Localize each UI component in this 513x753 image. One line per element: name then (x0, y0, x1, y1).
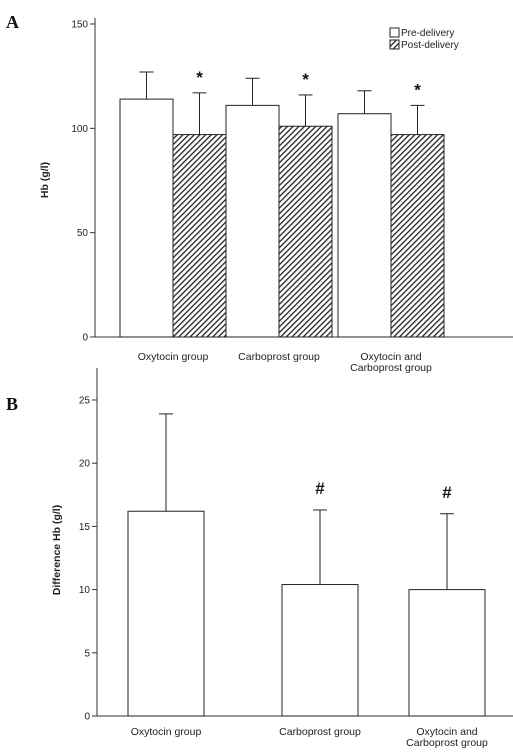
panel-a-y-tick-label: 50 (77, 228, 89, 239)
panel-b-label: B (6, 394, 18, 414)
legend-label-pre-delivery: Pre-delivery (401, 28, 454, 39)
panel-a-y-axis-label: Hb (g/l) (39, 162, 51, 198)
panel-a-bar (337, 113, 392, 338)
panel-b-y-axis-label: Difference Hb (g/l) (51, 505, 63, 595)
panel-a-category-label: Oxytocin group (138, 351, 209, 363)
panel-b-significance-marker: # (442, 483, 452, 502)
legend-swatch-pre-delivery (389, 27, 400, 38)
panel-a-bar (119, 98, 174, 338)
panel-b-y-tick-label: 0 (84, 712, 90, 723)
panel-b-category-label: Carboprost group (279, 726, 361, 738)
panel-a-category-label: Carboprost group (238, 351, 320, 363)
legend-swatch-post-delivery (389, 39, 400, 50)
panel-a-bar (278, 125, 333, 338)
panel-a-legend: Pre-delivery Post-delivery (389, 27, 459, 51)
panel-a-bar (225, 104, 280, 338)
panel-a-y-tick-label: 150 (71, 20, 88, 31)
panel-a-bar (172, 134, 227, 338)
panel-b-y-tick-label: 20 (79, 459, 91, 470)
panel-b-significance-marker: # (315, 479, 325, 498)
panel-a: A Hb (g/l) 0 50 100 150 * * * Oxytocin group C… (6, 12, 513, 374)
panel-b-bar (408, 589, 486, 717)
panel-b-category-label: Carboprost group (406, 737, 488, 749)
legend-label-post-delivery: Post-delivery (401, 40, 459, 51)
panel-b-category-label: Oxytocin and (416, 726, 477, 738)
panel-b-bar (281, 584, 359, 717)
panel-a-significance-marker: * (302, 70, 309, 89)
panel-a-bar (390, 134, 445, 338)
panel-a-y-tick-label: 100 (71, 124, 88, 135)
panel-b-y-tick-label: 10 (79, 585, 91, 596)
panel-a-category-label: Carboprost group (350, 362, 432, 374)
panel-b-y-tick-label: 15 (79, 522, 91, 533)
panel-b-bar (127, 510, 205, 717)
panel-b-y-tick-label: 5 (84, 648, 90, 659)
panel-a-label: A (6, 12, 19, 32)
panel-b-category-label: Oxytocin group (131, 726, 202, 738)
panel-a-y-tick-label: 0 (82, 333, 88, 344)
panel-b-y-tick-label: 25 (79, 396, 91, 407)
panel-a-significance-marker: * (414, 80, 421, 99)
panel-b: B Difference Hb (g/l) 0 5 10 15 20 25 # # Oxyt… (6, 368, 513, 749)
panel-a-significance-marker: * (196, 68, 203, 87)
panel-a-category-label: Oxytocin and (360, 351, 421, 363)
